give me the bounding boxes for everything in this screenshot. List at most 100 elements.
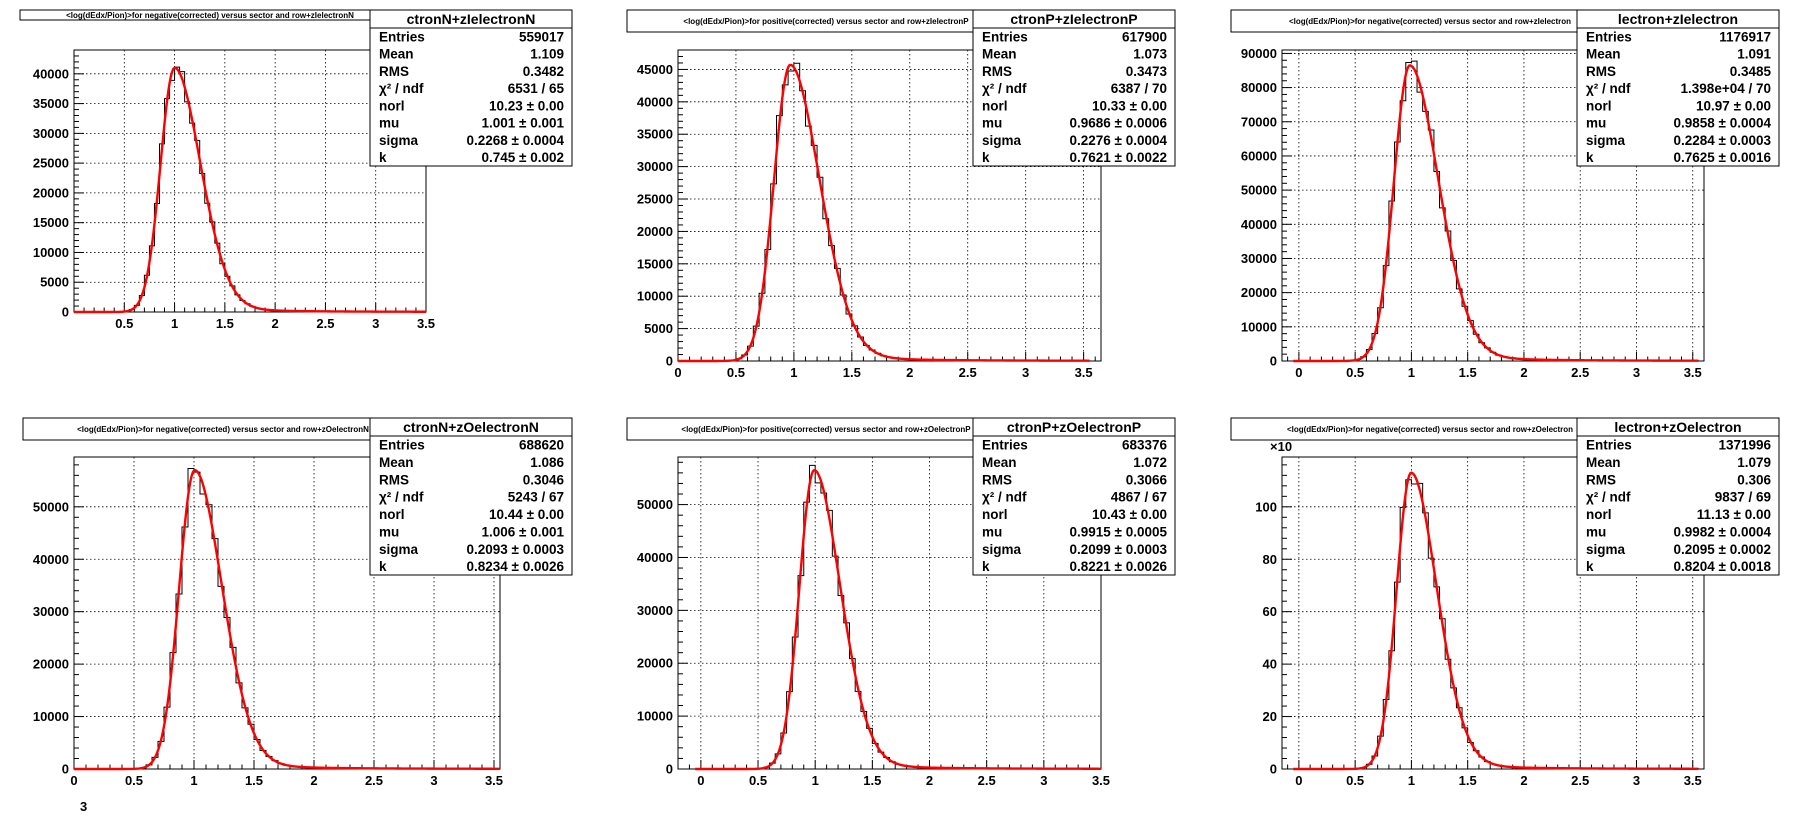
chart-title: <log(dEdx/Pion)>for positive(corrected) …	[681, 425, 971, 434]
stats-value: 0.2268 ± 0.0004	[467, 133, 565, 148]
stats-value: 1.079	[1737, 455, 1771, 470]
x-tick-label: 1	[1408, 773, 1415, 788]
stats-label: RMS	[1586, 472, 1616, 487]
y-tick-label: 40000	[637, 94, 673, 109]
stats-label: norl	[982, 507, 1008, 522]
y-tick-label: 60000	[1241, 148, 1277, 163]
chart-title: <log(dEdx/Pion)>for negative(corrected) …	[77, 425, 369, 434]
x-tick-label: 3	[1022, 365, 1029, 380]
stats-label: Mean	[982, 455, 1017, 470]
x-tick-label: 3.5	[485, 773, 503, 788]
y-tick-label: 30000	[1241, 251, 1277, 266]
x-tick-label: 3.5	[1684, 773, 1702, 788]
stats-label: Entries	[982, 438, 1028, 453]
stats-box	[972, 417, 1176, 576]
x-tick-label: 2	[1520, 365, 1527, 380]
stats-value: 4867 / 67	[1111, 490, 1167, 505]
stats-value: 1.091	[1737, 47, 1771, 62]
x-tick-label: 1.5	[1459, 365, 1477, 380]
stats-box	[972, 9, 1176, 167]
stats-label: Entries	[982, 29, 1028, 44]
stats-label: norl	[1586, 98, 1612, 113]
stats-value: 1.001 ± 0.001	[482, 116, 565, 131]
stats-label: k	[379, 559, 387, 574]
y-tick-label: 20000	[33, 657, 69, 672]
stats-label: χ² / ndf	[982, 81, 1027, 96]
x-tick-label: 2.5	[365, 773, 383, 788]
y-tick-label: 10000	[637, 289, 673, 304]
x-tick-label: 1.5	[245, 773, 263, 788]
fit-curve	[74, 468, 501, 771]
plot-frame	[677, 456, 1102, 770]
stats-value: 5243 / 67	[508, 490, 564, 505]
stats-label: RMS	[982, 64, 1012, 79]
y-tick-label: 30000	[637, 159, 673, 174]
stats-label: sigma	[379, 133, 419, 148]
stats-value: 0.745 ± 0.002	[482, 150, 564, 165]
stats-value: 1.109	[530, 47, 564, 62]
stats-label: mu	[1586, 116, 1606, 131]
y-tick-label: 30000	[637, 603, 673, 618]
stats-label: k	[982, 150, 990, 165]
y-tick-label: 0	[1270, 762, 1277, 777]
y-tick-label: 40	[1263, 657, 1277, 672]
y-tick-label: 0	[62, 762, 69, 777]
stats-value: 0.2093 ± 0.0003	[467, 542, 565, 557]
stats-value: 1.073	[1133, 47, 1167, 62]
stats-label: norl	[982, 98, 1008, 113]
y-tick-label: 30000	[33, 126, 69, 141]
chart-title: <log(dEdx/Pion)>for positive(corrected) …	[683, 17, 969, 26]
stats-value: 6531 / 65	[508, 81, 565, 96]
stats-label: sigma	[982, 133, 1022, 148]
stats-box	[1576, 9, 1780, 167]
stats-value: 559017	[519, 29, 564, 44]
y-tick-label: 40000	[1241, 217, 1277, 232]
x-tick-label: 2.5	[1571, 773, 1589, 788]
stats-label: χ² / ndf	[982, 490, 1027, 505]
plot-frame	[1281, 456, 1705, 770]
chart-panel-3: 0 0.5 1 1.5 2 2.5 3 3.5 0 10000 20000 30000 40000 500…	[1230, 9, 1780, 380]
stats-label: Mean	[379, 455, 414, 470]
stats-value: 0.3046	[523, 472, 565, 487]
stats-label: RMS	[379, 64, 409, 79]
chart-panel-6: 0 0.5 1 1.5 2 2.5 3 3.5 0 20 40 60 80 100 ×10 <log(dEdx…	[1230, 417, 1780, 788]
stats-value: 10.43 ± 0.00	[1092, 507, 1167, 522]
stats-label: χ² / ndf	[379, 81, 424, 96]
stats-value: 0.9915 ± 0.0005	[1070, 524, 1168, 539]
stats-value: 10.97 ± 0.00	[1696, 98, 1771, 113]
x-tick-label: 0	[1295, 773, 1302, 788]
y-tick-label: 35000	[637, 127, 673, 142]
footer-mark: 3	[80, 799, 87, 814]
x-tick-label: 3	[430, 773, 437, 788]
stats-label: sigma	[1586, 542, 1626, 557]
x-tick-label: 0.5	[115, 316, 133, 331]
y-tick-label: 0	[62, 305, 69, 320]
stats-value: 0.2099 ± 0.0003	[1070, 542, 1168, 557]
chart-title: <log(dEdx/Pion)>for negative(corrected) …	[66, 11, 354, 20]
y-multiplier-label: ×10	[1270, 439, 1292, 454]
y-tick-label: 10000	[33, 709, 69, 724]
stats-value: 0.9858 ± 0.0004	[1674, 116, 1772, 131]
stats-label: Entries	[379, 438, 425, 453]
stats-value: 6387 / 70	[1111, 81, 1167, 96]
y-tick-label: 25000	[637, 192, 673, 207]
x-tick-label: 1	[1408, 365, 1415, 380]
x-tick-label: 3.5	[417, 316, 435, 331]
stats-label: k	[1586, 150, 1594, 165]
stats-value: 0.3473	[1126, 64, 1168, 79]
x-tick-label: 1.5	[863, 773, 881, 788]
stats-value: 0.9982 ± 0.0004	[1674, 524, 1772, 539]
stats-label: norl	[379, 98, 405, 113]
stats-value: 10.44 ± 0.00	[489, 507, 564, 522]
x-tick-label: 2.5	[959, 365, 977, 380]
y-tick-label: 35000	[33, 96, 69, 111]
plot-frame	[73, 456, 501, 770]
stats-box	[369, 417, 573, 576]
stats-value: 0.7625 ± 0.0016	[1674, 150, 1772, 165]
x-tick-label: 1	[790, 365, 797, 380]
stats-box	[369, 9, 573, 167]
fit-curve	[695, 468, 1101, 771]
plot-frame	[1281, 49, 1705, 362]
x-tick-label: 1.5	[1459, 773, 1477, 788]
x-tick-label: 2	[926, 773, 933, 788]
